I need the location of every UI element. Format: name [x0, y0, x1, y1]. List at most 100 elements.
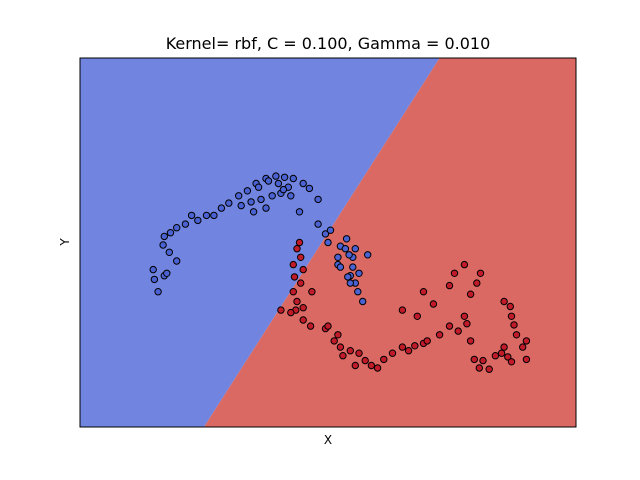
data-point-class-0: [272, 172, 280, 180]
data-point-class-1: [398, 306, 407, 314]
data-point-class-0: [314, 220, 322, 228]
data-point-class-1: [485, 365, 493, 373]
data-point-class-1: [388, 349, 397, 357]
data-point-class-0: [163, 269, 171, 277]
data-point-class-1: [336, 343, 345, 351]
data-point-class-1: [463, 320, 471, 328]
data-point-class-1: [491, 352, 500, 360]
decision-regions: [80, 58, 576, 427]
data-point-class-1: [297, 253, 305, 261]
data-point-class-0: [345, 251, 353, 259]
data-point-class-1: [454, 327, 462, 335]
data-point-class-0: [173, 257, 181, 265]
data-point-class-1: [289, 288, 297, 296]
scatter-points: [149, 172, 531, 373]
data-point-class-0: [364, 251, 372, 259]
data-point-class-1: [373, 364, 382, 372]
data-point-class-0: [225, 199, 233, 207]
data-point-class-0: [359, 297, 367, 306]
data-point-class-1: [522, 337, 531, 345]
data-point-class-1: [519, 343, 527, 351]
data-point-class-1: [413, 312, 421, 320]
data-point-class-1: [466, 337, 475, 345]
data-point-class-1: [460, 312, 469, 320]
data-point-class-0: [321, 230, 330, 238]
data-point-class-1: [297, 279, 305, 287]
data-point-class-0: [181, 220, 190, 228]
data-point-class-0: [299, 179, 307, 188]
data-point-class-0: [257, 195, 265, 204]
data-point-class-0: [149, 265, 157, 274]
x-axis-label: X: [324, 433, 332, 447]
data-point-class-1: [507, 358, 516, 366]
data-point-class-0: [324, 238, 332, 247]
data-point-class-1: [512, 331, 521, 339]
data-point-class-1: [470, 355, 478, 364]
data-point-class-1: [450, 269, 459, 277]
data-point-class-0: [334, 253, 342, 261]
data-point-class-0: [165, 248, 174, 257]
data-point-class-0: [344, 273, 352, 281]
data-point-class-0: [295, 208, 304, 216]
data-point-class-1: [299, 316, 307, 324]
data-point-class-0: [274, 179, 283, 188]
data-point-class-1: [466, 290, 475, 298]
data-point-class-1: [324, 322, 332, 330]
data-point-class-0: [154, 288, 162, 296]
data-point-class-1: [380, 355, 388, 364]
data-point-class-1: [475, 364, 483, 372]
data-point-class-1: [290, 273, 299, 281]
data-point-class-0: [166, 229, 175, 237]
data-point-class-1: [287, 308, 295, 317]
data-point-class-0: [202, 211, 211, 220]
data-point-class-1: [522, 355, 531, 364]
data-point-class-1: [507, 312, 516, 320]
data-point-class-0: [279, 185, 288, 194]
data-point-class-0: [254, 183, 263, 191]
data-point-class-0: [355, 269, 363, 277]
data-point-class-1: [289, 260, 297, 269]
data-point-class-0: [264, 177, 273, 185]
data-point-class-0: [173, 224, 181, 232]
region-class-0: [80, 58, 440, 427]
data-point-class-1: [293, 297, 301, 306]
data-point-class-0: [217, 204, 226, 212]
data-point-class-1: [367, 361, 376, 370]
data-point-class-0: [341, 245, 350, 253]
data-point-class-1: [435, 331, 444, 339]
data-point-class-1: [308, 288, 316, 296]
data-point-class-0: [289, 174, 297, 183]
region-class-1: [204, 58, 576, 427]
data-point-class-1: [404, 347, 413, 355]
data-point-class-0: [268, 192, 276, 200]
data-point-class-1: [306, 322, 315, 330]
data-point-class-1: [500, 343, 508, 351]
chart-title: Kernel= rbf, C = 0.100, Gamma = 0.010: [166, 34, 491, 53]
data-point-class-0: [354, 288, 362, 296]
data-point-class-0: [349, 263, 357, 271]
data-point-class-0: [314, 195, 322, 204]
data-point-class-0: [249, 208, 258, 216]
data-point-class-1: [334, 331, 342, 339]
data-point-class-0: [287, 192, 295, 200]
data-point-class-1: [510, 321, 518, 329]
data-point-class-1: [299, 265, 307, 274]
data-point-class-0: [351, 245, 359, 253]
data-point-class-1: [476, 269, 485, 277]
data-point-class-1: [299, 304, 307, 312]
data-point-class-0: [305, 184, 314, 193]
data-point-class-1: [351, 361, 359, 370]
data-point-class-1: [445, 322, 454, 330]
data-point-class-0: [346, 279, 354, 287]
data-point-class-0: [235, 192, 243, 200]
data-point-class-0: [326, 226, 335, 234]
data-point-class-1: [504, 353, 512, 361]
data-point-class-1: [411, 342, 419, 350]
data-point-class-1: [355, 349, 363, 357]
data-point-class-1: [419, 288, 428, 296]
data-point-class-0: [342, 235, 351, 243]
data-point-class-1: [339, 352, 347, 360]
data-point-class-0: [187, 211, 196, 220]
data-point-class-0: [150, 275, 159, 284]
y-axis-label: Y: [58, 238, 72, 247]
